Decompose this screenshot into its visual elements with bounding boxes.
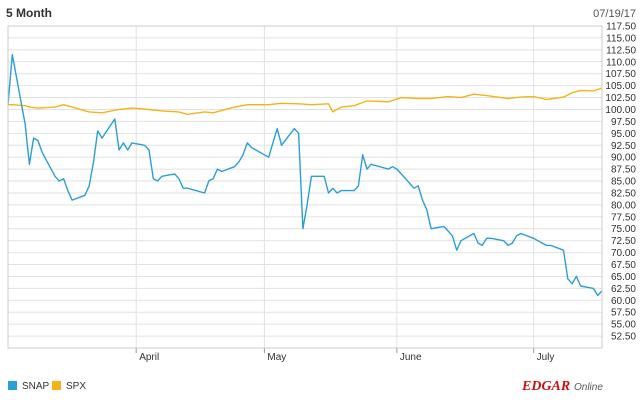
legend-item-snap: SNAP [8,381,50,392]
y-tick-label: 60.00 [611,296,636,307]
y-tick-label: 112.50 [606,45,636,56]
as-of-date: 07/19/17 [593,8,636,20]
y-tick-label: 110.00 [606,57,636,68]
y-tick-label: 77.50 [611,212,636,223]
y-tick-label: 102.50 [605,93,636,104]
legend-item-spx: SPX [52,381,86,392]
y-tick-label: 82.50 [611,188,636,199]
legend-label: SPX [66,381,86,392]
y-tick-label: 70.00 [611,248,636,259]
logo-sub: Online [574,382,603,393]
y-tick-label: 95.00 [611,129,636,140]
y-tick-label: 90.00 [611,153,636,164]
y-tick-label: 67.50 [611,260,636,271]
y-tick-label: 52.50 [611,332,636,343]
legend-label: SNAP [22,381,50,392]
y-tick-label: 87.50 [611,165,636,176]
y-tick-label: 62.50 [611,284,636,295]
period-label: 5 Month [6,6,52,20]
y-tick-label: 97.50 [611,117,636,128]
y-tick-label: 57.50 [611,308,636,319]
y-tick-label: 115.00 [606,33,636,44]
y-axis-ticks: 117.50115.00112.50110.00107.50105.00102.… [605,22,636,343]
y-tick-label: 105.00 [605,81,636,92]
y-tick-label: 55.00 [611,320,636,331]
y-tick-label: 117.50 [606,22,636,33]
y-tick-label: 85.00 [611,177,636,188]
y-tick-label: 75.00 [611,224,636,235]
legend-swatch [8,381,17,390]
logo-main: EDGAR [521,379,570,394]
series-line-spx [8,87,603,116]
y-tick-label: 92.50 [611,141,636,152]
x-tick-label: May [267,352,286,363]
y-tick-label: 107.50 [605,69,636,80]
y-tick-label: 80.00 [611,200,636,211]
series-line-snap [7,53,603,297]
y-tick-label: 100.00 [605,105,636,116]
legend-swatch [52,381,61,390]
series-lines [7,53,603,297]
edgar-online-logo: EDGAR Online [521,379,603,394]
y-tick-label: 65.00 [611,272,636,283]
x-tick-label: June [400,352,422,363]
x-axis-ticks: April May June July [135,348,555,363]
x-tick-label: April [139,352,159,363]
y-tick-label: 72.50 [611,236,636,247]
plot-frame [7,25,603,349]
gridlines [8,25,602,348]
legend: SNAP SPX [8,381,86,392]
x-tick-label: July [537,352,555,363]
